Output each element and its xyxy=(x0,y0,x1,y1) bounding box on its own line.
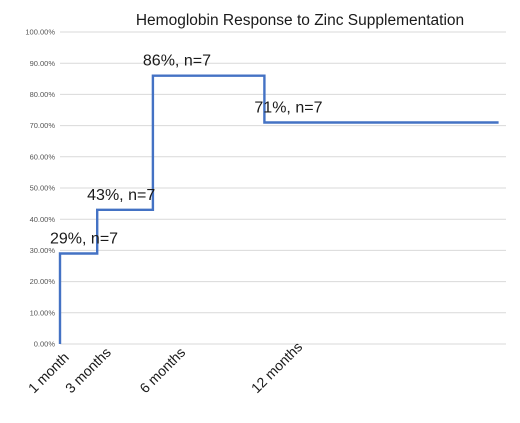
gridlines xyxy=(60,31,506,345)
x-tick-label: 3 months xyxy=(62,344,114,396)
data-label: 86%, n=7 xyxy=(143,53,211,70)
y-tick-label: 20.00% xyxy=(30,277,56,286)
y-tick-label: 70.00% xyxy=(30,121,56,130)
y-tick-label: 80.00% xyxy=(30,90,56,99)
data-label: 71%, n=7 xyxy=(254,99,322,116)
series-line xyxy=(58,74,499,344)
y-axis-tick-labels: 0.00% 10.00% 20.00% 30.00% 40.00% 50.00% 60.00… xyxy=(25,28,55,349)
data-label: 43%, n=7 xyxy=(87,187,155,204)
y-tick-label: 100.00% xyxy=(25,28,55,37)
y-tick-label: 60.00% xyxy=(30,152,56,161)
x-tick-label: 12 months xyxy=(248,339,306,397)
y-tick-label: 40.00% xyxy=(30,215,56,224)
series-layer xyxy=(58,74,499,344)
y-tick-label: 50.00% xyxy=(30,184,56,193)
y-tick-label: 0.00% xyxy=(34,340,56,349)
y-tick-label: 90.00% xyxy=(30,59,56,68)
data-labels: 29%, n=7 43%, n=7 86%, n=7 71%, n=7 xyxy=(50,53,323,248)
data-label: 29%, n=7 xyxy=(50,231,118,248)
x-tick-label: 6 months xyxy=(136,344,188,396)
y-tick-label: 30.00% xyxy=(30,246,56,255)
chart-title: Hemoglobin Response to Zinc Supplementat… xyxy=(136,12,464,29)
y-tick-label: 10.00% xyxy=(30,308,56,317)
